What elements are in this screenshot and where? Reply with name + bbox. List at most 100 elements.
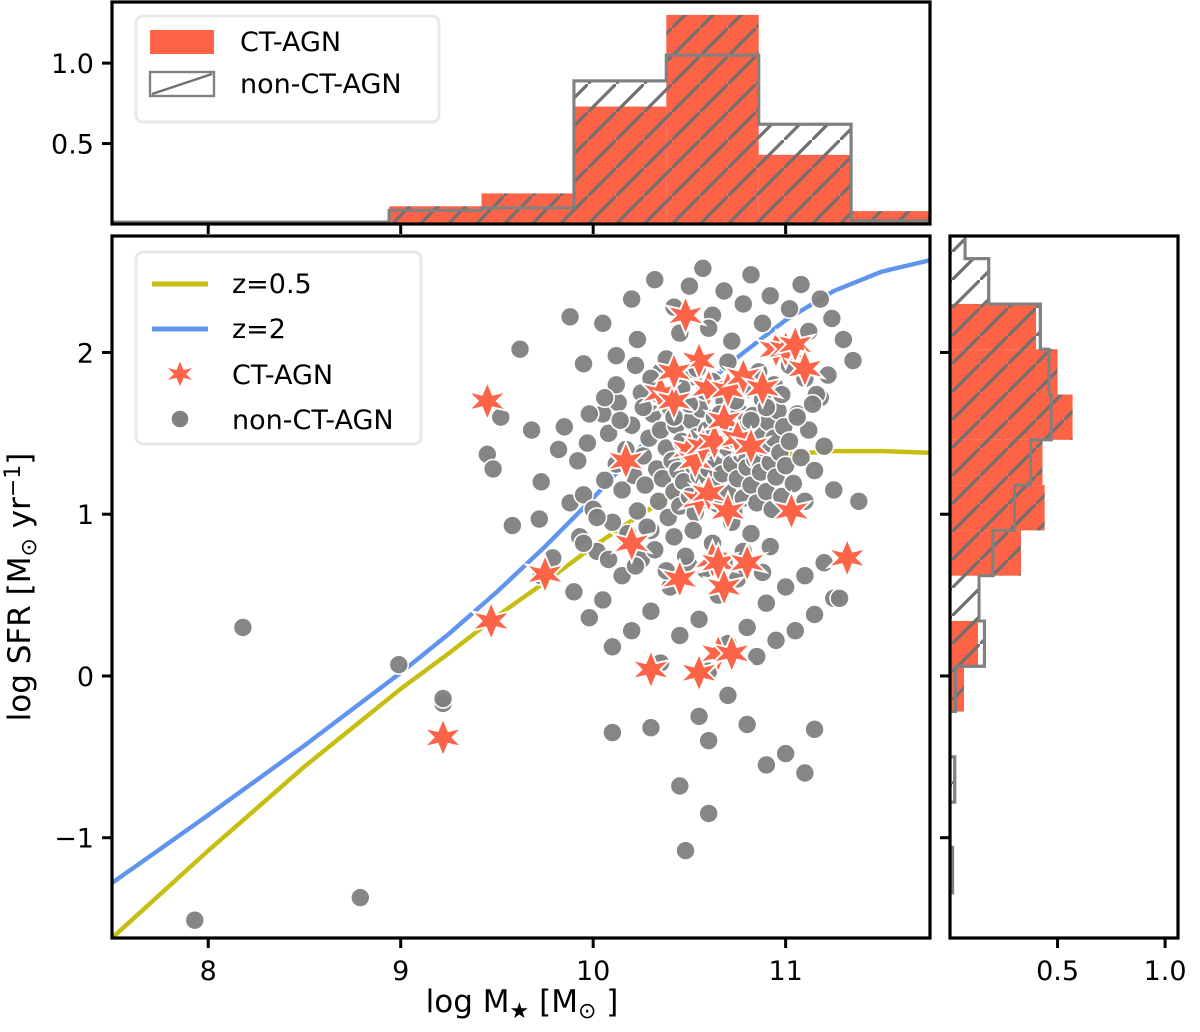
scatter-point-non-ct-agn <box>563 581 585 603</box>
scatter-point-non-ct-agn <box>592 589 614 611</box>
scatter-point-non-ct-agn <box>598 423 619 444</box>
main-panel-content <box>112 258 930 938</box>
scatter-point-non-ct-agn <box>802 393 823 415</box>
scatter-point-non-ct-agn <box>829 588 850 609</box>
scatter-point-non-ct-agn <box>804 604 825 625</box>
scatter-point-non-ct-agn <box>798 419 820 441</box>
scatter-point-non-ct-agn <box>577 432 598 454</box>
scatter-point-non-ct-agn <box>579 403 600 425</box>
scatter-point-non-ct-agn <box>573 484 594 506</box>
scatter-point-non-ct-agn <box>669 625 691 646</box>
scatter-point-non-ct-agn <box>232 617 254 638</box>
top-legend-swatch-ct-agn <box>150 30 214 54</box>
scatter-point-non-ct-agn <box>567 450 589 472</box>
scatter-point-non-ct-agn <box>786 406 808 428</box>
scatter-point-non-ct-agn <box>644 269 666 290</box>
scatter-point-non-ct-agn <box>592 313 614 334</box>
main-panel-y-ticks: −1 0 1 2 <box>54 338 112 855</box>
scatter-point-non-ct-agn <box>813 552 835 574</box>
main-panel-x-ticks: 8 9 10 11 <box>200 938 803 987</box>
scatter-point-non-ct-agn <box>482 458 504 480</box>
scatter-point-non-ct-agn <box>640 717 662 739</box>
x-tick-label: 11 <box>768 956 802 987</box>
scatter-point-non-ct-agn <box>804 719 825 740</box>
x-axis-label-text: log M <box>426 984 510 1020</box>
scatter-point-non-ct-agn <box>609 410 631 431</box>
main-legend-label-z05: z=0.5 <box>232 269 312 300</box>
y-tick-label: 1 <box>77 500 94 531</box>
scatter-point-non-ct-agn <box>573 533 594 554</box>
scatter-point-non-ct-agn <box>573 353 594 375</box>
main-legend-circle-icon <box>170 409 190 429</box>
scatter-point-non-ct-agn <box>598 549 619 570</box>
top-y-tick-label: 0.5 <box>51 130 94 161</box>
scatter-point-non-ct-agn <box>621 288 642 310</box>
scatter-point-non-ct-agn <box>634 474 656 496</box>
scatter-point-non-ct-agn <box>627 329 648 350</box>
top-histogram-panel: 0.5 1.0 CT-AGN non-CT-AGN <box>51 0 932 234</box>
scatter-point-non-ct-agn <box>682 520 704 541</box>
scatter-point-non-ct-agn <box>732 293 754 315</box>
scatter-point-non-ct-agn <box>784 620 806 641</box>
main-legend-label-ct-agn: CT-AGN <box>232 360 333 391</box>
x-axis-label: log M★ [M⊙ ] <box>426 984 619 1024</box>
scatter-point-non-ct-agn <box>669 775 691 797</box>
scatter-point-non-ct-agn <box>790 447 812 468</box>
top-histogram-bars <box>112 14 930 224</box>
scatter-point-non-ct-agn <box>502 515 523 536</box>
top-hist-outline-overlay <box>112 53 930 224</box>
scatter-point-non-ct-agn <box>586 507 608 528</box>
scatter-point-non-ct-agn <box>740 523 762 544</box>
scatter-point-non-ct-agn <box>813 435 835 457</box>
y-tick-label: 0 <box>77 662 94 693</box>
scatter-point-non-ct-agn <box>833 329 854 350</box>
y-axis-label: log SFR [M⊙ yr−1] <box>1 453 42 722</box>
scatter-point-non-ct-agn <box>388 654 410 675</box>
scatter-point-non-ct-agn <box>688 706 710 727</box>
x-tick-label: 10 <box>576 956 610 987</box>
scatter-point-non-ct-agn <box>432 688 454 709</box>
scatter-point-non-ct-agn <box>746 646 768 667</box>
top-panel-y-ticks: 0.5 1.0 <box>51 49 112 161</box>
scatter-point-non-ct-agn <box>721 330 743 352</box>
scatter-point-non-ct-agn <box>823 479 845 501</box>
top-panel-x-ticks <box>206 224 788 234</box>
scatter-point-non-ct-agn <box>621 620 642 641</box>
scatter-point-non-ct-agn <box>632 397 654 418</box>
scatter-point-non-ct-agn <box>842 350 864 371</box>
scatter-point-non-ct-agn <box>736 714 758 735</box>
scatter-point-non-ct-agn <box>790 274 812 295</box>
scatter-point-non-ct-agn <box>605 374 627 396</box>
scatter-point-non-ct-agn <box>698 730 719 751</box>
scatter-point-non-ct-agn <box>740 264 762 286</box>
top-y-tick-label: 1.0 <box>51 49 94 80</box>
scatter-point-non-ct-agn <box>611 479 633 501</box>
scatter-point-non-ct-agn <box>713 280 735 302</box>
scatter-point-non-ct-agn <box>602 636 623 658</box>
scatter-point-non-ct-agn <box>765 630 787 651</box>
x-tick-label: 8 <box>200 956 217 987</box>
scatter-point-non-ct-agn <box>679 275 700 297</box>
scatter-point-non-ct-agn <box>559 306 581 328</box>
scatter-point-non-ct-agn <box>594 387 616 409</box>
scatter-point-non-ct-agn <box>756 592 777 614</box>
right-hist-hatch-overlay <box>950 303 1073 712</box>
scatter-point-non-ct-agn <box>775 576 796 598</box>
scatter-point-non-ct-agn <box>625 355 646 376</box>
right-histogram-bars <box>950 236 1073 938</box>
scatter-point-non-ct-agn <box>794 762 816 784</box>
scatter-point-non-ct-agn <box>779 431 800 452</box>
scatter-point-non-ct-agn <box>848 490 870 512</box>
top-panel-legend: CT-AGN non-CT-AGN <box>134 14 441 124</box>
scatter-point-non-ct-agn <box>688 609 710 630</box>
scatter-point-non-ct-agn <box>548 439 569 460</box>
scatter-point-non-ct-agn <box>521 419 542 441</box>
main-legend-label-non-ct-agn: non-CT-AGN <box>232 405 394 436</box>
scatter-point-non-ct-agn <box>759 536 781 557</box>
top-legend-hatch-line <box>151 72 213 96</box>
right-panel-frame <box>948 234 1180 940</box>
scatter-point-non-ct-agn <box>554 416 575 438</box>
scatter-point-non-ct-agn <box>809 288 831 310</box>
